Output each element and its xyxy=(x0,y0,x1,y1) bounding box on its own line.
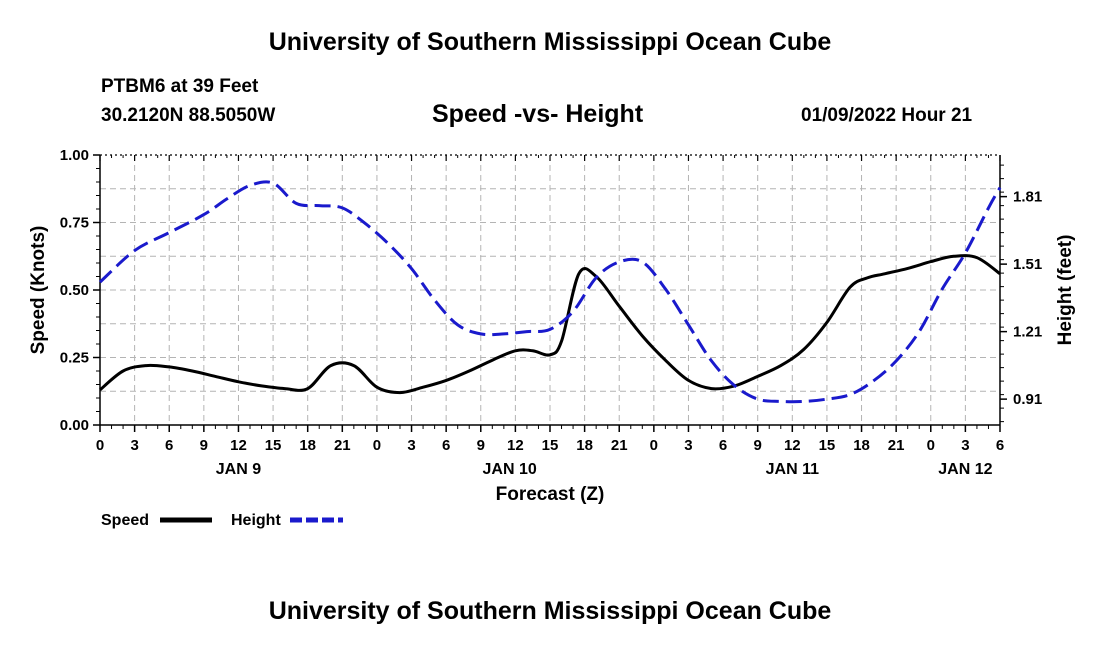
run-date: 01/09/2022 Hour 21 xyxy=(801,105,973,126)
x-tick-label: 9 xyxy=(477,437,485,454)
y2-axis-label: Height (feet) xyxy=(1055,235,1076,346)
x-tick-label: 12 xyxy=(230,437,247,454)
x-axis-label: Forecast (Z) xyxy=(496,484,605,505)
x-tick-label: 6 xyxy=(996,437,1004,454)
y-tick-label: 0.25 xyxy=(60,350,89,367)
x-tick-label: 12 xyxy=(784,437,801,454)
x-tick-label: 0 xyxy=(927,437,935,454)
x-tick-label: 15 xyxy=(819,437,836,454)
y-tick-label: 0.00 xyxy=(60,417,89,434)
x-tick-label: 3 xyxy=(130,437,138,454)
x-tick-label: 15 xyxy=(265,437,282,454)
x-tick-label: 21 xyxy=(334,437,351,454)
x-tick-label: 3 xyxy=(961,437,969,454)
day-label: JAN 12 xyxy=(938,461,992,478)
x-tick-label: 15 xyxy=(542,437,559,454)
y2-tick-label: 1.51 xyxy=(1013,256,1042,273)
x-tick-label: 9 xyxy=(754,437,762,454)
height-series-line xyxy=(98,180,1002,404)
x-tick-label: 21 xyxy=(611,437,628,454)
axes: 0 3 6 9 12 15 18 21 0 3 6 9 12 15 18 21 0 3 6 9 12 15 18 21 0 3 6J… xyxy=(60,147,1042,478)
y2-tick-label: 1.21 xyxy=(1013,324,1042,341)
y2-tick-label: 1.81 xyxy=(1013,189,1042,206)
main-title: University of Southern Mississippi Ocean… xyxy=(268,28,832,56)
x-tick-label: 0 xyxy=(96,437,104,454)
legend-label-height: Height xyxy=(231,512,281,529)
x-tick-label: 3 xyxy=(684,437,692,454)
legend: Speed Height xyxy=(101,512,343,529)
y-tick-label: 1.00 xyxy=(60,147,89,164)
speed-series-line xyxy=(99,254,1001,395)
x-tick-label: 6 xyxy=(165,437,173,454)
station-coords: 30.2120N 88.5050W xyxy=(101,105,276,126)
y-tick-label: 0.50 xyxy=(60,282,89,299)
x-tick-label: 3 xyxy=(407,437,415,454)
y-axis-label: Speed (Knots) xyxy=(28,226,49,355)
y2-tick-label: 0.91 xyxy=(1013,391,1042,408)
day-label: JAN 10 xyxy=(482,461,536,478)
x-tick-label: 0 xyxy=(373,437,381,454)
x-tick-label: 18 xyxy=(576,437,593,454)
series xyxy=(98,180,1002,404)
legend-label-speed: Speed xyxy=(101,512,149,529)
grid xyxy=(100,155,1000,425)
day-label: JAN 9 xyxy=(216,461,261,478)
x-tick-label: 21 xyxy=(888,437,905,454)
x-tick-label: 12 xyxy=(507,437,524,454)
day-label: JAN 11 xyxy=(766,461,819,478)
x-tick-label: 6 xyxy=(719,437,727,454)
x-tick-label: 6 xyxy=(442,437,450,454)
x-tick-label: 0 xyxy=(650,437,658,454)
x-tick-label: 18 xyxy=(853,437,870,454)
x-tick-label: 18 xyxy=(299,437,316,454)
station-name: PTBM6 at 39 Feet xyxy=(101,76,259,97)
y-tick-label: 0.75 xyxy=(60,215,89,232)
x-tick-label: 9 xyxy=(200,437,208,454)
footer-title: University of Southern Mississippi Ocean… xyxy=(268,597,832,625)
chart-title: Speed -vs- Height xyxy=(432,100,644,128)
